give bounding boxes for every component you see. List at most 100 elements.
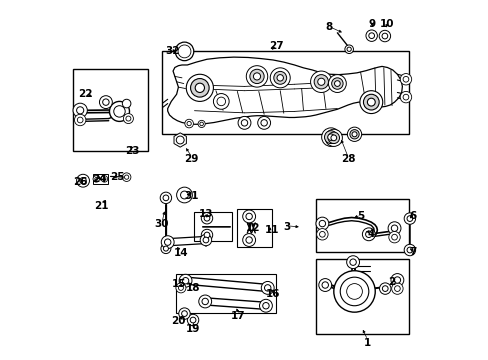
Circle shape — [179, 308, 190, 319]
Circle shape — [359, 91, 382, 113]
Bar — [194, 212, 231, 242]
Circle shape — [203, 232, 209, 238]
Circle shape — [163, 246, 168, 251]
Circle shape — [257, 116, 270, 129]
Circle shape — [330, 135, 336, 141]
Bar — [315, 259, 408, 334]
Circle shape — [402, 76, 408, 82]
Circle shape — [346, 284, 362, 299]
Circle shape — [378, 30, 390, 42]
Circle shape — [163, 195, 168, 201]
Text: 32: 32 — [165, 46, 179, 57]
Circle shape — [368, 33, 374, 39]
Circle shape — [123, 113, 133, 123]
Text: 24: 24 — [92, 174, 106, 184]
Circle shape — [404, 244, 415, 256]
Circle shape — [182, 278, 188, 284]
Circle shape — [261, 282, 274, 294]
Circle shape — [95, 177, 98, 180]
Text: 4: 4 — [367, 229, 375, 239]
Circle shape — [331, 78, 343, 89]
Circle shape — [400, 91, 411, 103]
Circle shape — [273, 71, 286, 84]
Circle shape — [333, 271, 374, 312]
Circle shape — [322, 282, 328, 288]
Text: 23: 23 — [125, 146, 139, 156]
Circle shape — [101, 176, 107, 182]
Circle shape — [186, 74, 213, 102]
Circle shape — [190, 317, 196, 323]
Text: 14: 14 — [173, 248, 188, 258]
Circle shape — [390, 274, 403, 287]
Circle shape — [201, 212, 212, 224]
Circle shape — [176, 187, 192, 203]
Text: 19: 19 — [185, 324, 200, 334]
Circle shape — [125, 116, 131, 121]
Circle shape — [391, 283, 402, 294]
Bar — [73, 69, 148, 152]
Circle shape — [315, 217, 328, 230]
Circle shape — [122, 99, 131, 108]
Circle shape — [346, 47, 350, 51]
Circle shape — [242, 234, 255, 247]
Circle shape — [124, 175, 128, 179]
Circle shape — [324, 131, 337, 144]
Circle shape — [317, 78, 324, 85]
Circle shape — [77, 107, 83, 114]
Circle shape — [175, 42, 193, 61]
Circle shape — [400, 73, 411, 85]
Circle shape — [346, 127, 361, 141]
Text: 6: 6 — [408, 211, 415, 221]
Polygon shape — [174, 133, 186, 147]
Circle shape — [262, 302, 268, 309]
Circle shape — [270, 68, 290, 88]
Circle shape — [388, 231, 400, 243]
Circle shape — [313, 75, 328, 89]
Text: 21: 21 — [94, 201, 109, 211]
Text: 3: 3 — [283, 222, 290, 232]
Text: 5: 5 — [357, 211, 364, 221]
Text: 29: 29 — [184, 154, 199, 163]
Circle shape — [264, 285, 270, 291]
Circle shape — [363, 94, 378, 110]
Circle shape — [80, 177, 86, 184]
Text: 9: 9 — [368, 18, 375, 28]
Text: 31: 31 — [184, 192, 199, 202]
Circle shape — [346, 256, 359, 269]
Circle shape — [249, 69, 264, 84]
Circle shape — [379, 283, 390, 294]
Circle shape — [334, 81, 340, 86]
Bar — [162, 51, 408, 134]
Text: 1: 1 — [364, 338, 370, 347]
Circle shape — [93, 176, 99, 182]
Circle shape — [114, 106, 125, 117]
Circle shape — [238, 116, 250, 129]
Circle shape — [246, 66, 267, 87]
Circle shape — [74, 114, 86, 126]
Circle shape — [178, 45, 190, 58]
Text: 15: 15 — [171, 279, 185, 289]
Circle shape — [319, 220, 325, 227]
Circle shape — [184, 119, 193, 128]
Circle shape — [351, 132, 356, 137]
Circle shape — [316, 229, 327, 240]
Bar — [176, 274, 275, 313]
Bar — [315, 199, 408, 252]
Circle shape — [387, 222, 400, 235]
Circle shape — [201, 229, 212, 241]
Circle shape — [180, 191, 188, 199]
Text: 28: 28 — [340, 154, 355, 164]
Circle shape — [181, 311, 187, 316]
Circle shape — [366, 98, 374, 106]
Circle shape — [202, 298, 208, 305]
Circle shape — [402, 94, 408, 100]
Circle shape — [344, 45, 353, 54]
Circle shape — [217, 97, 225, 106]
Circle shape — [195, 83, 204, 93]
Text: 27: 27 — [269, 41, 284, 51]
Text: 2: 2 — [387, 277, 394, 287]
Text: 7: 7 — [408, 247, 416, 257]
Text: 10: 10 — [379, 18, 394, 28]
Circle shape — [179, 274, 192, 287]
Circle shape — [176, 136, 184, 144]
